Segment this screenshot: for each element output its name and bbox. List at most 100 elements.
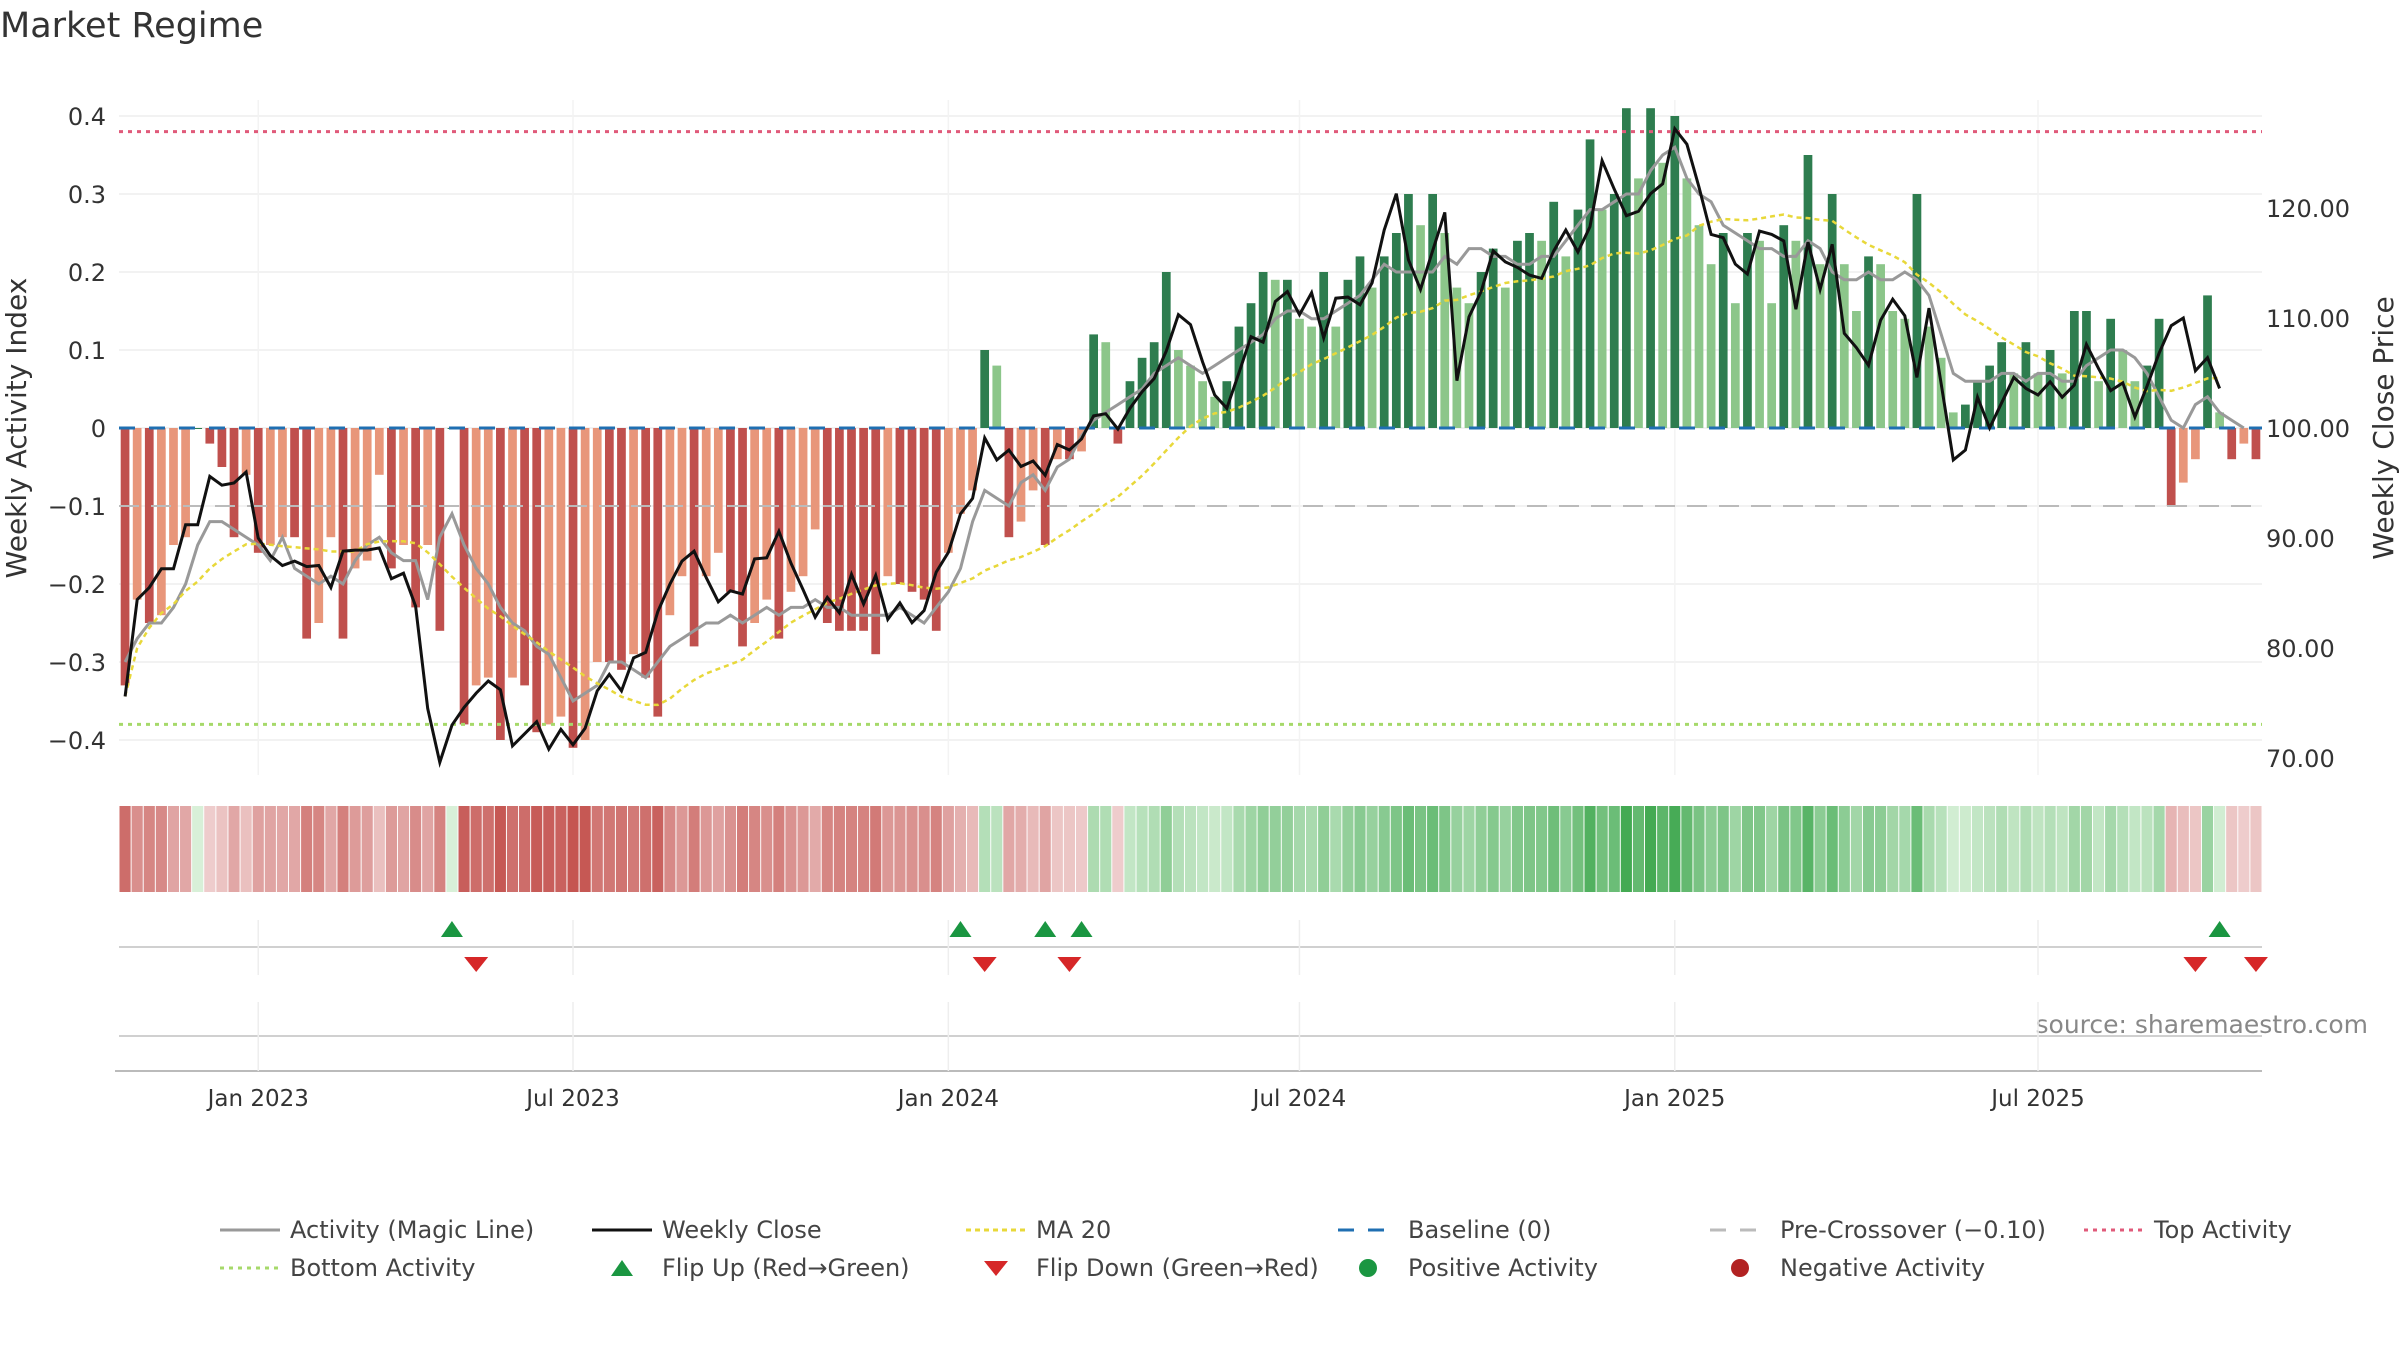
flip-up-marker [949,921,972,937]
activity-bar [193,428,203,429]
activity-bar [786,428,796,592]
legend-symbol-icon [592,1258,652,1278]
left-tick-label: −0.3 [48,649,106,677]
regime-strip-cell [906,806,918,892]
regime-strip-cell [1088,806,1100,892]
flip-up-marker [2208,921,2231,937]
activity-bar [314,428,324,623]
regime-strip-cell [1584,806,1596,892]
regime-strip-cell [954,806,967,892]
regime-strip-cell [276,806,289,892]
activity-bar [2094,381,2103,428]
ma20-line [123,213,2220,707]
activity-bar [1622,108,1631,428]
activity-bar [1513,240,1522,428]
activity-bar [411,428,420,608]
activity-bar [2251,428,2261,460]
activity-bar [1743,233,1752,428]
legend-symbol-icon [1338,1258,1398,1278]
regime-strip-cell [979,806,991,892]
activity-bar [1343,279,1353,428]
activity-bar [1270,279,1280,428]
regime-strip-cell [1148,806,1160,892]
activity-bar [1065,428,1074,460]
left-tick-label: −0.4 [48,727,106,755]
activity-bar [508,428,517,678]
activity-bar [1864,256,1873,428]
regime-strip-cell [1063,806,1075,892]
right-tick-label: 120.00 [2266,195,2350,223]
regime-strip-cell [894,806,906,892]
regime-strip-cell [2056,806,2068,892]
regime-strip-cell [167,806,180,892]
regime-strip-cell [228,806,240,892]
regime-strip-cell [942,806,954,892]
regime-strip-cell [652,806,664,892]
activity-bar [1803,155,1813,428]
regime-strip-cell [1269,806,1281,892]
activity-bar [1476,272,1486,428]
right-tick-label: 90.00 [2266,525,2335,553]
activity-bar [1549,201,1559,428]
activity-bar [2009,373,2019,428]
activity-bar [641,428,651,678]
activity-bar [278,428,287,538]
activity-bar [2154,318,2164,428]
regime-strip-cell [567,806,579,892]
regime-strip-cell [470,806,482,892]
regime-strip-cell [1306,806,1318,892]
activity-bar [568,428,578,748]
activity-bar [1694,225,1704,428]
activity-bar [1561,256,1571,428]
activity-bar [1174,350,1183,428]
activity-bar [738,428,747,647]
activity-bar [1706,264,1716,428]
regime-strip-cell [603,806,615,892]
regime-strip-cell [192,806,204,892]
regime-strip-cell [1366,806,1378,892]
x-tick-label: Jul 2025 [1989,1086,2085,1112]
activity-bar [132,428,142,600]
activity-bar [2178,428,2188,483]
activity-bar [144,428,154,623]
regime-strip-cell [809,806,821,892]
legend-item: Weekly Close [592,1216,822,1244]
regime-strip-cell [2189,806,2201,892]
activity-bar [750,428,759,623]
regime-strip-cell [2226,806,2238,892]
regime-strip-cell [2250,806,2262,892]
chart-title: Market Regime [0,6,264,46]
activity-bar [1258,272,1268,428]
flip-up-marker [1034,921,1057,937]
regime-strip-cell [966,806,979,892]
regime-strip-cell [930,806,942,892]
source-label: source: sharemaestro.com [2035,1010,2369,1039]
regime-strip-cell [1039,806,1051,892]
activity-bar [1730,303,1740,428]
regime-strip-cell [410,806,422,892]
regime-strip-cell [2105,806,2117,892]
activity-bar [1767,303,1777,428]
left-axis-title: Weekly Activity Index [0,278,33,579]
right-axis-title: Weekly Close Price [2367,296,2400,559]
activity-bar [2215,412,2224,428]
activity-bar [1488,248,1498,428]
legend-item: Top Activity [2084,1216,2292,1244]
activity-bar [1791,240,1801,428]
right-tick-label: 70.00 [2266,745,2335,773]
activity-bar [169,428,178,545]
regime-strip-cell [1850,806,1862,892]
regime-strip-cell [301,806,313,892]
regime-strip-cell [2117,806,2129,892]
regime-strip-cell [1741,806,1754,892]
activity-bar [1718,233,1728,428]
activity-bar [980,350,990,428]
left-tick-label: 0.4 [68,103,106,131]
legend-label: Weekly Close [662,1216,822,1244]
regime-strip-cell [591,806,603,892]
activity-bar [1852,311,1861,428]
regime-strip-cell [2080,806,2093,892]
activity-bar [1440,233,1450,428]
regime-strip-cell [1935,806,1947,892]
